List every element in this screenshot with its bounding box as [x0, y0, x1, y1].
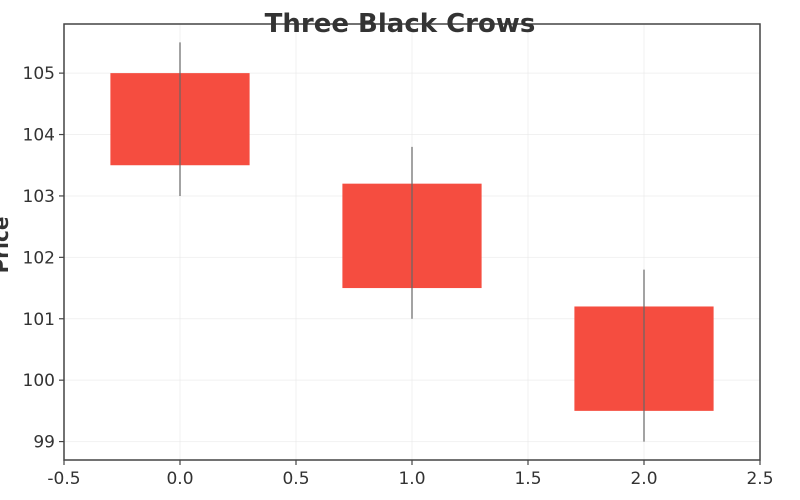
x-tick-label-2: 0.5	[282, 469, 309, 489]
x-tick-label-6: 2.5	[746, 469, 773, 489]
x-tick-label-5: 2.0	[630, 469, 657, 489]
y-tick-label-4: 103	[23, 187, 55, 207]
y-tick-label-2: 101	[23, 310, 55, 330]
x-tick-label-0: -0.5	[47, 469, 80, 489]
y-tick-label-3: 102	[23, 248, 55, 268]
x-tick-label-3: 1.0	[398, 469, 425, 489]
x-tick-label-1: 0.0	[166, 469, 193, 489]
y-tick-label-5: 104	[23, 126, 55, 146]
x-axis: -0.5 0.0 0.5 1.0 1.5 2.0 2.5	[47, 460, 774, 489]
y-tick-label-6: 105	[23, 64, 55, 84]
x-tick-label-4: 1.5	[514, 469, 541, 489]
y-tick-label-0: 99	[33, 433, 55, 453]
y-axis-label: Price	[0, 217, 13, 274]
chart-title: Three Black Crows	[265, 9, 536, 39]
y-tick-label-1: 100	[23, 371, 55, 391]
y-axis: 99 100 101 102 103 104 105	[23, 64, 64, 453]
candles-layer	[110, 42, 714, 442]
